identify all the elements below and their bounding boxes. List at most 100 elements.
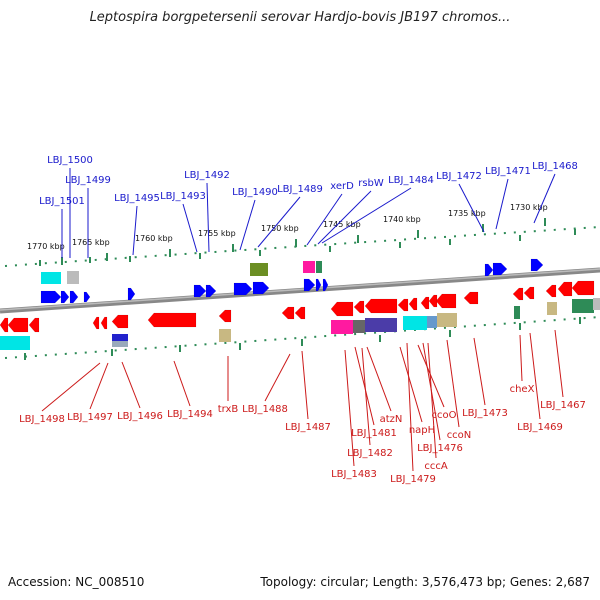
scale-tick-label: 1760 kbp [135,234,173,243]
gene-label: cheX [510,384,535,395]
gene-label: LBJ_1487 [285,422,331,433]
gene-label: LBJ_1476 [417,443,463,454]
gene-feature [557,281,573,297]
scale-tick-label: 1765 kbp [72,238,110,247]
leader-line [554,329,564,398]
chromosome-backbone-highlight [0,268,600,311]
gene-feature [40,290,62,304]
gene-label: LBJ_1483 [331,469,377,480]
leader-line [406,342,414,472]
scale-tick-label: 1740 kbp [383,215,421,224]
scale-tick-label: 1730 kbp [510,203,548,212]
gene-label: LBJ_1498 [19,414,65,425]
gene-label: LBJ_1489 [277,184,323,195]
gene-label: LBJ_1494 [167,409,213,420]
scale-tick-label: 1735 kbp [448,209,486,218]
gene-feature [322,278,329,292]
feature-block [250,263,268,276]
feature-block [514,306,520,319]
leader-line [519,334,523,382]
feature-block [112,334,128,341]
leader-line [361,347,371,446]
gene-feature [545,284,557,298]
gene-feature [492,262,508,276]
accession-text: Accession: NC_008510 [8,575,145,589]
leader-line [306,193,343,246]
scale-tick-label: 1750 kbp [261,224,299,233]
leader-line [132,205,138,256]
scale-tick-label: 1745 kbp [323,220,361,229]
gene-label: LBJ_1473 [462,408,508,419]
feature-block [572,299,594,313]
gene-feature [512,287,524,301]
feature-block [219,329,231,342]
leader-line [317,190,372,245]
gene-feature [218,309,232,323]
leader-line [495,178,509,230]
gene-label: LBJ_1472 [436,171,482,182]
gene-label: LBJ_1471 [485,166,531,177]
feature-block [547,302,557,315]
leader-line [344,349,355,467]
gene-feature [303,278,316,292]
gene-label: rsbW [358,178,384,189]
feature-block [316,261,322,273]
gene-feature [484,263,494,277]
gene-feature [530,258,544,272]
leader-line [239,199,256,251]
gene-feature [0,317,9,333]
gene-feature [92,316,100,330]
leader-line [89,362,109,410]
gene-label: ccoO [432,410,457,421]
gene-feature [397,298,409,312]
leader-line [121,361,141,409]
feature-block [67,271,79,284]
gene-feature [330,301,354,317]
gene-feature [28,317,40,333]
gene-label: LBJ_1488 [242,404,288,415]
gene-feature [69,290,79,304]
feature-block [403,316,427,330]
gene-label: LBJ_1482 [347,448,393,459]
gene-feature [111,314,129,329]
gene-label: cccA [424,461,447,472]
gene-label: LBJ_1500 [47,155,93,166]
leader-line [354,346,375,426]
gene-label: LBJ_1501 [39,196,85,207]
leader-line [257,196,301,248]
gene-label: LBJ_1484 [388,175,434,186]
leader-line [182,203,198,253]
gene-label: LBJ_1490 [232,187,278,198]
leader-line [458,183,485,233]
gene-feature [315,278,322,292]
chromosome-backbone [0,267,600,314]
feature-block [41,272,61,284]
gene-feature [205,284,217,298]
feature-block [0,336,30,350]
gene-feature [127,287,136,301]
gene-label: LBJ_1479 [390,474,436,485]
leader-line [417,344,445,408]
gene-feature [463,291,479,305]
gene-label: LBJ_1499 [65,175,111,186]
scale-tick-label: 1755 kbp [198,229,236,238]
gene-label: atzN [380,414,403,425]
gene-feature [420,296,430,310]
gene-label: LBJ_1493 [160,191,206,202]
gene-label: LBJ_1469 [517,422,563,433]
gene-label: LBJ_1497 [67,412,113,423]
gene-label-group: LBJ_1500 LBJ_1499 LBJ_1501 LBJ_1495 LBJ_1493… [19,155,586,485]
gene-feature [60,290,70,304]
gene-feature [147,312,197,328]
leader-line [206,182,210,253]
gene-label: LBJ_1468 [532,161,578,172]
gene-feature [281,306,295,320]
gene-feature [7,317,29,333]
leader-line [533,173,556,224]
scale-tick-label: 1770 kbp [27,242,65,251]
gene-feature [252,281,270,295]
gene-feature [523,286,535,300]
feature-block [112,341,128,347]
gene-label: napH [409,425,435,436]
